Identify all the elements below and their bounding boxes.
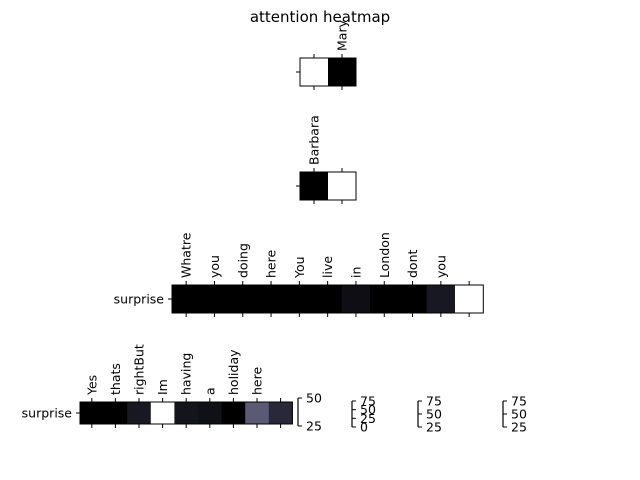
heatmap-cell (221, 402, 246, 424)
colorbar-tick-label: 75 (360, 394, 376, 409)
x-tick-label: Barbara (307, 115, 322, 165)
x-tick-label: Yes (84, 375, 99, 396)
heatmap-cell (228, 285, 258, 313)
x-tick-label: you (433, 255, 448, 278)
colorbar-tick-label: 25 (426, 420, 442, 435)
colorbar-tick-label: 50 (511, 407, 527, 422)
heatmap-panel-1: Mary (296, 19, 357, 90)
heatmap-cell (455, 285, 484, 313)
x-tick-label: dont (405, 249, 420, 278)
heatmap-cell (256, 285, 286, 313)
heatmap-cell (426, 285, 456, 313)
x-tick-label: live (320, 256, 335, 278)
heatmap-cell (127, 402, 152, 424)
heatmap-cell (328, 58, 357, 86)
heatmap-cell (313, 285, 343, 313)
x-tick-label: here (264, 250, 279, 278)
heatmap-cell (300, 172, 329, 200)
y-tick-label: surprise (22, 406, 73, 421)
x-tick-label: here (250, 367, 265, 395)
x-tick-label: in (348, 267, 363, 278)
heatmap-cell (80, 402, 104, 424)
heatmap-cell (198, 402, 222, 424)
heatmap-cell (268, 402, 293, 424)
x-tick-label: thats (108, 363, 123, 395)
colorbar-tick-label: 0 (360, 420, 368, 435)
heatmap-cell (200, 285, 229, 313)
x-tick-label: Mary (335, 19, 350, 51)
colorbar-tick-label: 75 (426, 394, 442, 409)
heatmap-cell (341, 285, 371, 313)
heatmap-cell (398, 285, 428, 313)
x-tick-label: holiday (226, 349, 241, 395)
x-tick-label: You (292, 256, 307, 279)
heatmap-cell (150, 402, 175, 424)
heatmap-cell (174, 402, 199, 424)
x-tick-label: rightBut (132, 344, 147, 395)
heatmap-panel-4: Yes thats rightBut Im having a holiday here surp… (22, 344, 293, 428)
colorbar-tick-label: 25 (360, 411, 376, 426)
heatmap-cell (300, 58, 329, 86)
colorbar-tick-label: 75 (511, 394, 527, 409)
colorbar-tick-label: 25 (306, 419, 322, 434)
x-tick-label: Im (155, 379, 170, 395)
x-tick-label: you (207, 255, 222, 278)
x-tick-label: a (202, 387, 217, 395)
heatmap-cell (245, 402, 270, 424)
colorbar-tick-label: 25 (511, 420, 527, 435)
heatmap-panel-3: Whatre you doing here You live in London dont you… (114, 232, 484, 317)
heatmap-cell (328, 172, 357, 200)
colorbar-tick-label: 50 (306, 391, 322, 406)
x-tick-label: having (179, 353, 194, 395)
chart-title: attention heatmap (250, 8, 390, 26)
heatmap-cell (370, 285, 399, 313)
x-tick-label: London (377, 232, 392, 278)
colorbar-1: 50 25 (297, 391, 322, 434)
heatmap-panel-2: Barbara (296, 115, 357, 204)
heatmap-cell (285, 285, 314, 313)
heatmap-cell (103, 402, 128, 424)
heatmap-cell (172, 285, 201, 313)
colorbar-tick-label: 50 (360, 402, 376, 417)
colorbar-tick-label: 50 (426, 407, 442, 422)
x-tick-label: Whatre (179, 232, 194, 278)
y-tick-label: surprise (114, 292, 165, 307)
x-tick-label: doing (235, 243, 250, 278)
